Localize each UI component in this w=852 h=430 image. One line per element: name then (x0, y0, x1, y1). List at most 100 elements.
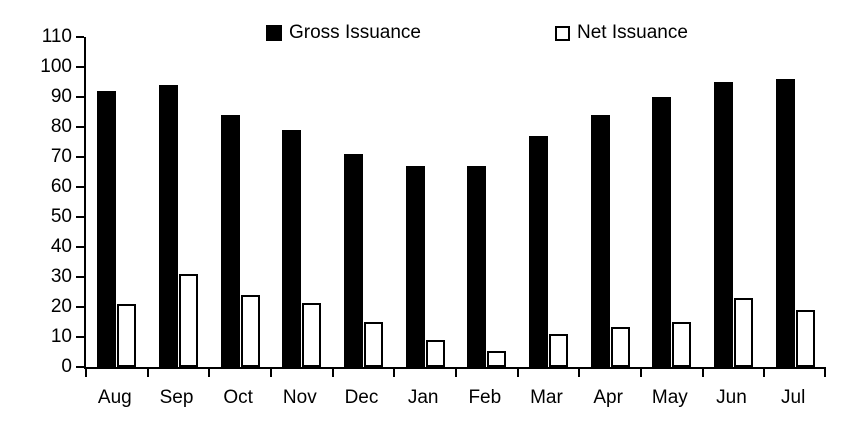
bar-group-aug (86, 37, 148, 367)
x-axis-label-mar: Mar (530, 387, 563, 408)
net-issuance-bar-may (672, 322, 692, 367)
net-issuance-bar-jan (425, 340, 445, 367)
y-axis-label-30: 30 (50, 266, 72, 287)
x-axis-label-may: May (651, 387, 688, 408)
x-tick (455, 369, 457, 377)
gross-issuance-bar-aug (97, 91, 117, 367)
bar-pair (529, 136, 569, 367)
y-tick (76, 156, 84, 158)
y-tick (76, 36, 84, 38)
bar-pair (97, 91, 137, 367)
bar-group-nov (271, 37, 333, 367)
net-issuance-bar-jun (734, 298, 754, 367)
x-tick (208, 369, 211, 377)
net-issuance-bar-apr (610, 326, 630, 367)
x-tick (578, 369, 581, 377)
x-tick (640, 369, 642, 377)
bar-pair (590, 115, 630, 367)
gross-issuance-bar-jul (775, 79, 795, 367)
y-axis-label-100: 100 (40, 56, 72, 77)
gross-issuance-bar-feb (467, 166, 487, 367)
x-tick (763, 369, 766, 377)
bar-pair (652, 97, 692, 367)
x-tick (701, 369, 704, 377)
x-axis-label-feb: Feb (468, 387, 502, 408)
gross-issuance-bar-dec (344, 154, 364, 367)
net-issuance-swatch-icon (555, 25, 570, 41)
x-tick (146, 369, 149, 377)
net-issuance-bar-oct (240, 295, 260, 367)
gross-issuance-bar-oct (220, 115, 240, 367)
bar-pair (467, 166, 507, 367)
bar-groups (86, 37, 826, 367)
gross-issuance-bar-may (652, 97, 672, 367)
x-tick (85, 369, 87, 377)
net-issuance-bar-mar (549, 334, 569, 367)
y-axis-label-90: 90 (50, 86, 72, 107)
gross-issuance-bar-jan (405, 166, 425, 367)
bar-pair (775, 79, 815, 367)
x-tick (824, 369, 826, 377)
x-axis-label-jan: Jan (407, 387, 439, 408)
x-axis-label-apr: Apr (593, 387, 623, 408)
bar-group-dec (333, 37, 395, 367)
bar-pair (220, 115, 260, 367)
gross-issuance-bar-mar (529, 136, 549, 367)
y-axis-label-80: 80 (50, 116, 72, 137)
bar-group-jul (764, 37, 826, 367)
x-tick (270, 369, 272, 377)
net-issuance-bar-feb (487, 350, 507, 367)
legend-item-gross-issuance: Gross Issuance (266, 22, 421, 44)
bar-group-jun (703, 37, 765, 367)
bar-group-oct (209, 37, 271, 367)
y-tick (76, 366, 84, 368)
x-tick (516, 369, 519, 377)
bar-group-feb (456, 37, 518, 367)
net-issuance-bar-dec (364, 322, 384, 367)
y-tick (76, 276, 84, 278)
y-axis-label-70: 70 (50, 146, 72, 167)
y-tick (76, 186, 84, 188)
net-issuance-bar-aug (117, 304, 137, 367)
legend-label-gross: Gross Issuance (289, 22, 421, 43)
x-tick (331, 369, 334, 377)
x-axis-label-aug: Aug (97, 387, 132, 408)
x-axis-label-oct: Oct (223, 387, 253, 408)
x-axis-label-dec: Dec (344, 387, 379, 408)
y-tick (76, 246, 84, 248)
bar-group-mar (518, 37, 580, 367)
y-tick (76, 216, 84, 218)
y-axis-label-60: 60 (50, 176, 72, 197)
gross-issuance-bar-apr (590, 115, 610, 367)
bar-pair (159, 85, 198, 367)
y-tick (76, 336, 84, 338)
legend-item-net-issuance: Net Issuance (555, 22, 688, 44)
net-issuance-bar-nov (302, 302, 322, 367)
legend-label-net: Net Issuance (577, 22, 688, 43)
net-issuance-bar-jul (795, 310, 815, 367)
y-tick (76, 66, 84, 68)
plot-area (76, 36, 826, 377)
gross-issuance-bar-sep (159, 85, 178, 367)
x-tick (393, 369, 396, 377)
net-issuance-bar-sep (179, 274, 198, 367)
gross-issuance-bar-nov (282, 130, 302, 367)
bar-group-apr (579, 37, 641, 367)
gross-issuance-swatch-icon (266, 25, 282, 41)
x-axis-label-jun: Jun (716, 387, 747, 408)
bar-pair (282, 130, 322, 367)
gross-issuance-bar-jun (714, 82, 734, 367)
bar-group-may (641, 37, 703, 367)
y-tick (76, 96, 84, 98)
y-axis-label-0: 0 (61, 356, 72, 377)
x-axis-label-sep: Sep (159, 387, 194, 408)
x-axis-label-nov: Nov (282, 387, 317, 408)
y-tick (76, 306, 84, 308)
y-tick (76, 126, 84, 128)
x-axis-label-jul: Jul (781, 387, 806, 408)
y-axis-label-20: 20 (50, 296, 72, 317)
y-axis-label-10: 10 (50, 326, 72, 347)
bar-pair (714, 82, 754, 367)
y-axis-label-50: 50 (50, 206, 72, 227)
